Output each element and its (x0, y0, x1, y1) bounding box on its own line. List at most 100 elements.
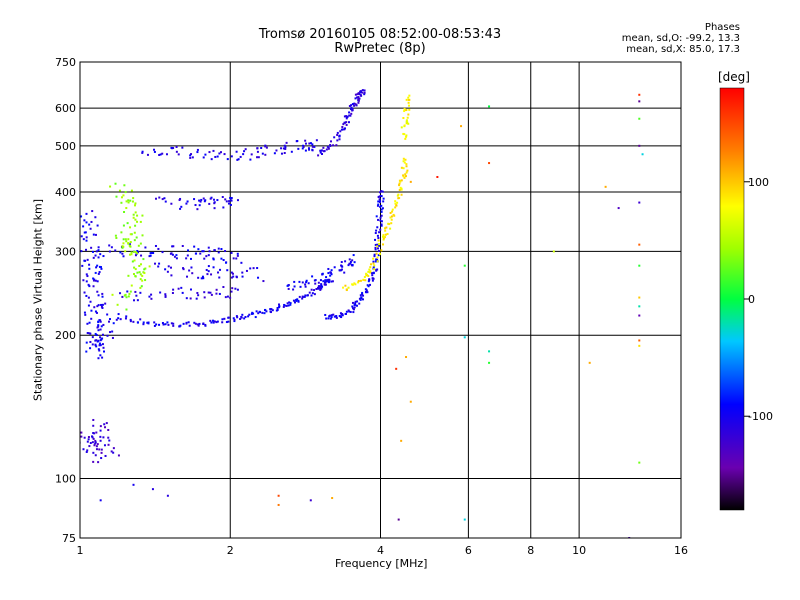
data-point (343, 271, 346, 274)
data-point (313, 145, 316, 148)
data-point (364, 279, 367, 282)
data-point (89, 441, 92, 444)
x-tick-labels: 1 2 4 6 8 10 16 (77, 544, 689, 557)
data-point (148, 265, 151, 268)
data-point (161, 152, 164, 155)
data-point (125, 240, 128, 243)
data-point (197, 324, 200, 327)
data-point (347, 121, 350, 124)
data-point (347, 286, 350, 289)
data-point (311, 148, 314, 151)
data-point (488, 361, 491, 364)
data-point (230, 290, 233, 293)
data-point (144, 279, 147, 282)
data-point (196, 148, 199, 151)
data-point (384, 229, 387, 232)
data-point (354, 103, 357, 106)
data-point (345, 115, 348, 118)
data-point (308, 148, 311, 151)
data-point (107, 436, 110, 439)
data-point (405, 98, 408, 101)
data-point (143, 268, 146, 271)
data-point (306, 294, 309, 297)
data-point (132, 273, 135, 276)
data-point (105, 422, 108, 425)
data-point (98, 342, 101, 345)
data-point (227, 320, 230, 323)
data-point (323, 283, 326, 286)
data-point (345, 123, 348, 126)
data-point (101, 295, 104, 298)
data-point (210, 273, 213, 276)
data-point (148, 255, 151, 258)
data-point (390, 222, 393, 225)
data-point (101, 292, 104, 295)
data-point (353, 104, 356, 107)
data-point (219, 268, 222, 271)
data-point (134, 202, 137, 205)
data-point (230, 251, 233, 254)
data-point (357, 101, 360, 104)
data-point (344, 284, 347, 287)
data-point (227, 316, 230, 319)
data-point (134, 224, 137, 227)
data-point (85, 350, 88, 353)
data-point (320, 284, 323, 287)
data-point (208, 202, 211, 205)
x-tick-label: 10 (572, 544, 586, 557)
data-point (101, 356, 104, 359)
data-point (197, 294, 200, 297)
data-point (86, 440, 89, 443)
data-point (340, 261, 343, 264)
data-point (190, 153, 193, 156)
data-point (375, 229, 378, 232)
data-point (344, 312, 347, 315)
data-point (402, 160, 405, 163)
data-point (130, 189, 133, 192)
data-point (155, 323, 158, 326)
data-point (177, 287, 180, 290)
data-point (393, 214, 396, 217)
data-point (175, 150, 178, 153)
data-point (320, 287, 323, 290)
data-point (374, 243, 377, 246)
data-point (376, 268, 379, 271)
data-point (82, 448, 85, 451)
data-point (383, 227, 386, 230)
data-point (101, 343, 104, 346)
data-point (350, 104, 353, 107)
data-point (188, 324, 191, 327)
data-point (90, 317, 93, 320)
data-point (363, 91, 366, 94)
data-point (380, 224, 383, 227)
data-point (285, 141, 288, 144)
data-point (243, 150, 246, 153)
data-point (293, 285, 296, 288)
data-point (350, 112, 353, 115)
data-point (308, 142, 311, 145)
data-point (229, 203, 232, 206)
data-point (262, 280, 265, 283)
data-point (80, 250, 83, 253)
data-point (338, 314, 341, 317)
data-point (98, 448, 101, 451)
data-point (361, 91, 364, 94)
data-point (99, 499, 102, 502)
data-point (313, 293, 316, 296)
data-point (202, 250, 205, 253)
colorbar-unit: [deg] (718, 70, 750, 84)
data-point (134, 211, 137, 214)
data-point (233, 318, 236, 321)
data-point (368, 278, 371, 281)
data-point (108, 250, 111, 253)
data-point (320, 149, 323, 152)
data-point (298, 280, 301, 283)
data-point (161, 321, 164, 324)
data-point (77, 213, 79, 215)
data-point (216, 320, 219, 323)
data-point (405, 171, 408, 174)
data-point (94, 279, 97, 282)
data-point (124, 317, 127, 320)
data-point (198, 199, 201, 202)
data-point (269, 308, 272, 311)
